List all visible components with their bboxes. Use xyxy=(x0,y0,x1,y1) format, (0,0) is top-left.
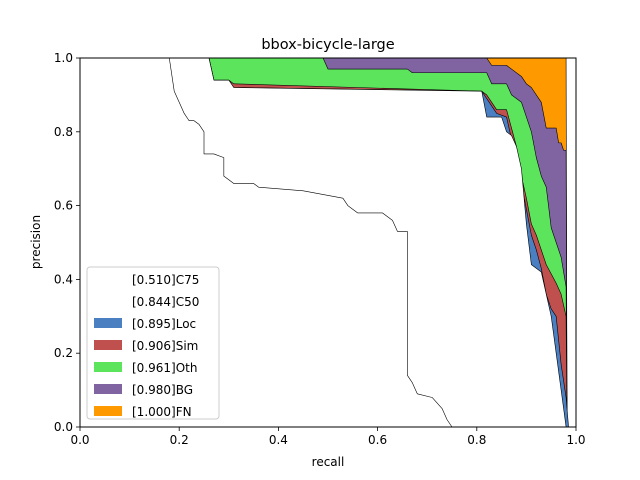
legend-label-0-844-c50: [0.844]C50 xyxy=(132,295,199,309)
y-tick-label: 0.2 xyxy=(54,346,73,360)
x-tick-label: 0.0 xyxy=(70,433,89,447)
y-axis-ticks: 0.0 0.2 0.4 0.6 0.8 1.0 xyxy=(54,51,80,434)
legend-label-0-510-c75: [0.510]C75 xyxy=(132,273,199,287)
x-axis-ticks: 0.0 0.2 0.4 0.6 0.8 1.0 xyxy=(70,427,586,447)
y-tick-label: 0.6 xyxy=(54,199,73,213)
y-tick-label: 0.0 xyxy=(54,420,73,434)
legend-swatch-0-510-c75 xyxy=(94,274,122,284)
plot-frame xyxy=(79,57,577,428)
legend-swatch-0-906-sim xyxy=(94,340,122,350)
x-axis-label: recall xyxy=(312,455,345,469)
x-tick-label: 0.2 xyxy=(170,433,189,447)
x-tick-label: 0.8 xyxy=(467,433,486,447)
y-tick-label: 1.0 xyxy=(54,51,73,65)
y-tick-label: 0.4 xyxy=(54,272,73,286)
legend-label-0-906-sim: [0.906]Sim xyxy=(132,339,198,353)
legend-label-0-895-loc: [0.895]Loc xyxy=(132,317,196,331)
legend-swatch-0-961-oth xyxy=(94,362,122,372)
y-axis-label: precision xyxy=(29,215,43,269)
legend-swatch-0-980-bg xyxy=(94,384,122,394)
x-tick-label: 0.4 xyxy=(269,433,288,447)
legend-label-1-000-fn: [1.000]FN xyxy=(132,405,192,419)
x-tick-label: 0.6 xyxy=(368,433,387,447)
legend-label-0-980-bg: [0.980]BG xyxy=(132,383,193,397)
legend-swatch-0-895-loc xyxy=(94,318,122,328)
y-tick-label: 0.8 xyxy=(54,125,73,139)
chart-title: bbox-bicycle-large xyxy=(261,37,394,53)
legend-label-0-961-oth: [0.961]Oth xyxy=(132,361,197,375)
legend-swatch-1-000-fn xyxy=(94,406,122,416)
legend: [0.510]C75 [0.844]C50 [0.895]Loc [0.906]Sim… xyxy=(86,266,220,420)
legend-swatch-0-844-c50 xyxy=(94,296,122,306)
x-tick-label: 1.0 xyxy=(566,433,585,447)
